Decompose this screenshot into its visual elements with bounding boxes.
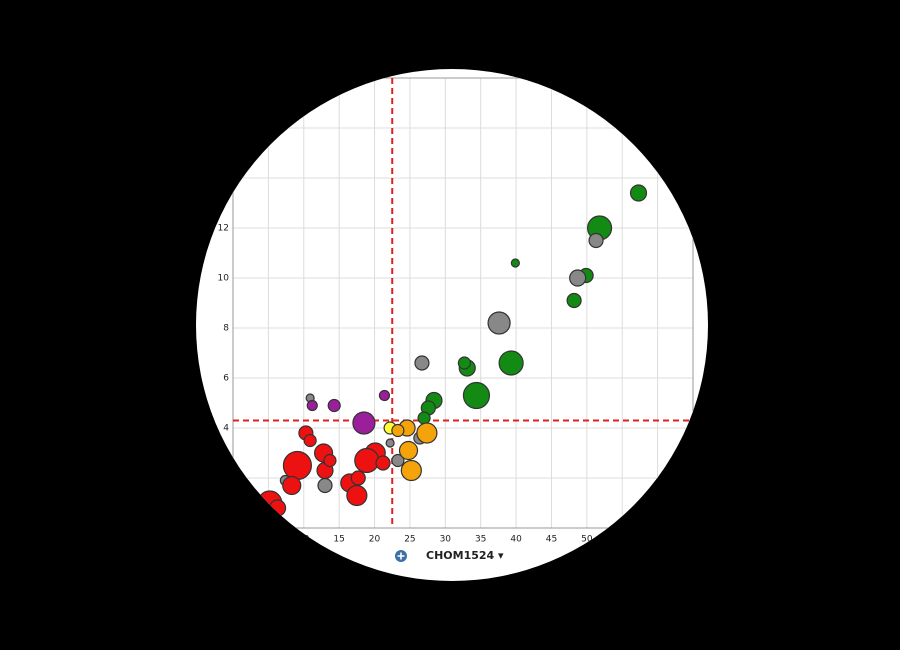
bubble [306,399,318,412]
x-tick-label: 25 [404,535,415,545]
bubble [462,381,491,410]
bubble [282,475,302,496]
y-tick-label: 6 [223,374,229,384]
bubble [375,455,391,471]
x-tick-label: 35 [475,535,486,545]
bubble [327,398,341,413]
bubble [385,438,395,448]
bubble [498,350,524,376]
add-icon [397,552,405,560]
bubble [398,440,419,461]
x-tick-label: 50 [581,535,593,545]
bubble [588,232,604,249]
grid [233,78,693,528]
bubble [400,459,422,482]
bubble [569,269,587,287]
bubble [354,447,380,474]
y-tick-label: 8 [223,324,229,334]
bubble [391,453,405,468]
bubble [352,411,376,435]
bubble [414,355,430,371]
bubble [303,433,317,448]
bubble [378,389,391,402]
reference-lines [233,78,693,528]
bubble [416,422,438,444]
x-tick-label: 20 [369,535,381,545]
x-axis-label[interactable]: CHOM1524 ▾ [426,549,504,562]
bubble [457,356,472,370]
plot-frame [232,77,694,529]
bubble [510,258,520,268]
y-tick-label: 12 [218,224,229,234]
bubble [282,450,312,481]
x-tick-label: 30 [440,535,452,545]
points [257,184,648,517]
bubble [346,484,368,507]
bubble [391,423,405,438]
bubble [317,477,333,494]
x-tick-label: 40 [510,535,522,545]
bubble [566,292,582,309]
y-tick-label: 4 [223,424,229,434]
x-tick-label: 45 [546,535,557,545]
bubble [629,184,648,202]
bubble [350,470,366,486]
x-tick-label: 15 [333,535,344,545]
bubble [323,453,337,468]
bubble [487,311,511,335]
bubble [417,411,431,425]
y-tick-label: 10 [218,274,230,284]
